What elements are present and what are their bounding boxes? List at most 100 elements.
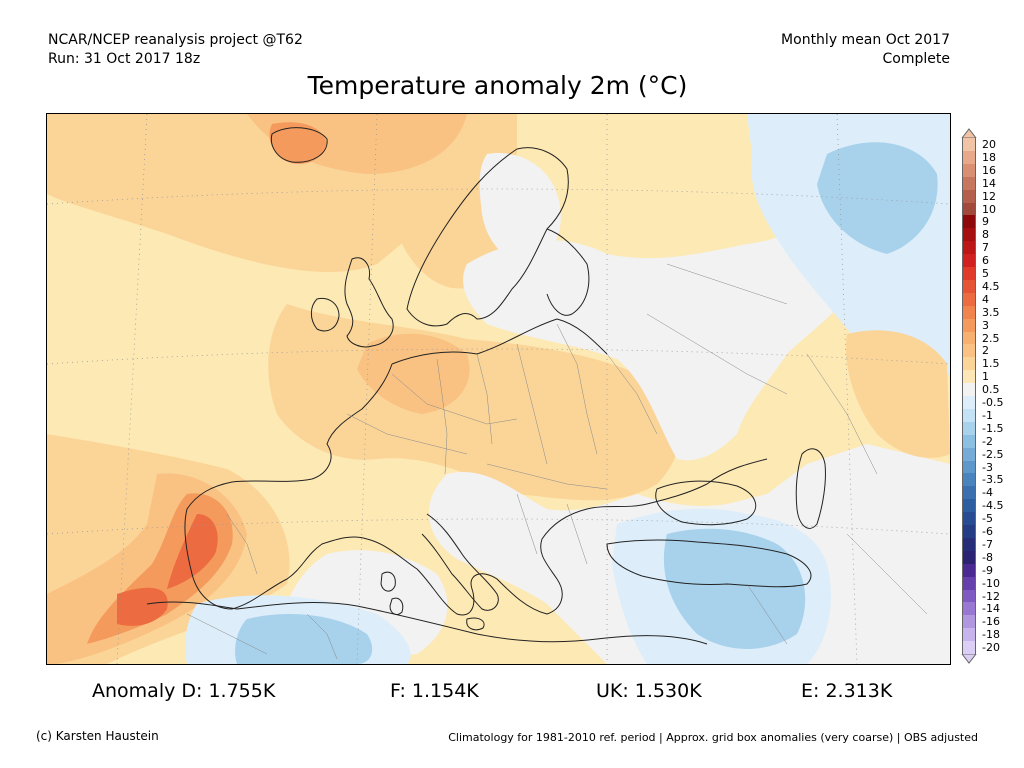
anomaly-map [46,113,951,665]
colorbar-label: 7 [982,241,989,255]
colorbar-label: 2.5 [982,331,1000,345]
colorbar-swatch [962,512,976,526]
colorbar-swatch [962,138,976,152]
cold-zone-turkey-core [663,528,806,649]
colorbar-label: -1 [982,408,993,422]
colorbar-swatch [962,370,976,384]
colorbar-swatch [962,550,976,565]
colorbar-label: -7 [982,537,993,551]
colorbar-swatch [962,602,976,616]
colorbar-label: -9 [982,563,993,577]
colorbar-swatch [962,434,976,449]
anomaly-spain: E: 2.313K [801,680,893,702]
colorbar-swatch [962,408,976,423]
colorbar-label: 4.5 [982,279,1000,293]
colorbar-label: -2 [982,434,993,448]
colorbar-swatch [962,331,976,345]
anomaly-france: F: 1.154K [390,680,479,702]
warm-zone-plus4-iberia [167,514,218,589]
colorbar-swatch [962,215,976,229]
colorbar-bottom-arrow [961,654,977,664]
colorbar-swatch [962,357,976,371]
colorbar-swatch [962,292,976,307]
colorbar-swatch [962,189,976,203]
colorbar-swatch [962,344,976,358]
colorbar-label: -6 [982,525,993,538]
colorbar-swatch [962,202,976,216]
colorbar-swatch [962,150,976,165]
colorbar-label: -3.5 [982,473,1004,487]
colorbar-label: 5 [982,267,989,280]
colorbar-label: 1.5 [982,357,1000,371]
warm-zone-plus3-iceland [269,122,327,164]
colorbar-label: -2.5 [982,447,1004,461]
warm-zone-plus2-benelux [357,333,470,414]
credit-text: (c) Karsten Haustein [36,729,159,743]
colorbar-label: 1 [982,370,989,384]
colorbar-label: 9 [982,215,989,229]
country-borders [186,263,928,660]
colorbar-label: 14 [982,176,996,190]
colorbar-label: -3 [982,460,993,474]
colorbar-label: -0.5 [982,396,1004,409]
cold-zone-north-africa-core [235,614,373,664]
colorbar-swatch [962,537,976,552]
colorbar-swatch [962,318,976,332]
colorbar-swatch [962,176,976,191]
colorbar-swatch [962,163,976,178]
map-title: Temperature anomaly 2m (°C) [307,71,688,100]
colorbar-swatch [962,628,976,642]
colorbar-label: -14 [982,602,1000,616]
colorbar-label: 10 [982,202,996,216]
anomaly-germany: Anomaly D: 1.755K [92,680,276,702]
colorbar-swatch [962,383,976,397]
colorbar-label: -8 [982,550,993,564]
period-line: Monthly mean Oct 2017 [781,32,950,48]
colorbar-swatch [962,563,976,578]
country-anomalies: Anomaly D: 1.755K F: 1.154K UK: 1.530K E… [0,680,1024,706]
colorbar-label: -5 [982,512,993,526]
colorbar-swatch [962,486,976,500]
period-info: Monthly mean Oct 2017 Complete [781,31,950,69]
colorbar-swatch [962,421,976,436]
source-info: NCAR/NCEP reanalysis project @T62 Run: 3… [48,31,303,69]
colorbar-swatch [962,576,976,590]
source-line: NCAR/NCEP reanalysis project @T62 [48,32,303,48]
colorbar-label: -16 [982,615,1000,629]
colorbar-label: -12 [982,589,1000,603]
run-line: Run: 31 Oct 2017 18z [48,51,201,67]
footnote-text: Climatology for 1981-2010 ref. period | … [448,731,978,744]
colorbar-label: -1.5 [982,421,1004,435]
colorbar-swatch [962,615,976,629]
colorbar-label: 0.5 [982,383,1000,397]
colorbar-label: -10 [982,576,1000,590]
neutral-zone-finland [479,153,561,264]
colorbar-label: -4.5 [982,499,1004,513]
colorbar-swatch [962,460,976,474]
colorbar-label: 12 [982,189,996,203]
warm-zone-caspian [846,330,950,458]
colorbar-label: 18 [982,150,996,164]
anomaly-uk: UK: 1.530K [596,680,702,702]
colorbar-swatch [962,228,976,242]
colorbar-swatch [962,499,976,513]
colorbar-label: 2 [982,344,989,358]
colorbar-swatch [962,589,976,603]
completeness-line: Complete [882,51,950,67]
colorbar-swatch [962,241,976,255]
colorbar-top-arrow [961,128,977,138]
colorbar-label: 20 [982,138,996,151]
warm-zone-plus4-morocco [117,587,168,626]
colorbar-label: -4 [982,486,993,500]
colorbar-swatch [962,279,976,294]
colorbar-label: 8 [982,228,989,242]
colorbar-swatch [962,473,976,487]
coastlines [146,127,826,645]
colorbar-label: 4 [982,292,989,306]
colorbar-label: 3 [982,318,989,332]
colorbar-label: -20 [982,641,1000,655]
colorbar-swatch [962,641,976,655]
graticule [47,114,950,664]
colorbar-label: -18 [982,628,1000,642]
colorbar-label: 6 [982,254,989,268]
